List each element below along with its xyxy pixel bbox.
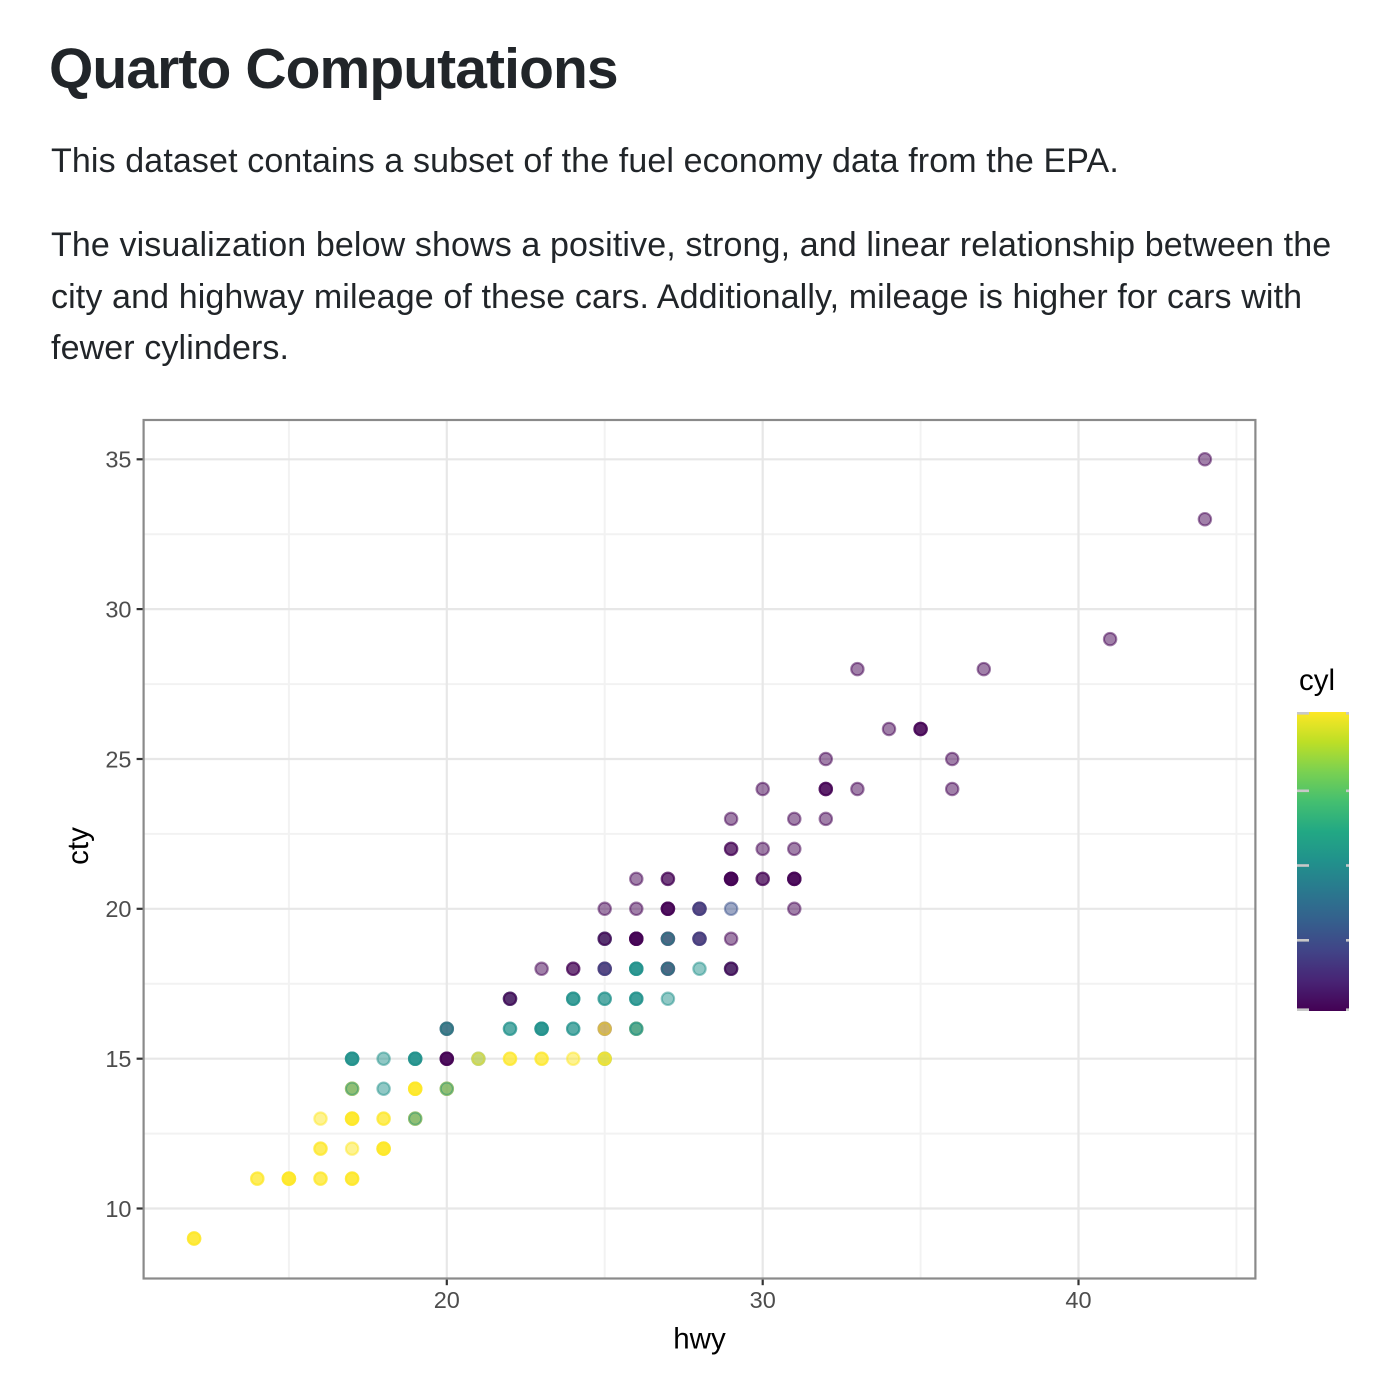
svg-text:25: 25 <box>105 746 131 772</box>
svg-text:40: 40 <box>1065 1287 1091 1313</box>
svg-text:The visualization below shows: The visualization below shows a positive… <box>51 226 1331 264</box>
svg-text:cty: cty <box>62 827 95 865</box>
svg-text:30: 30 <box>105 597 131 623</box>
svg-text:This dataset contains a subset: This dataset contains a subset of the fu… <box>51 142 1119 180</box>
svg-text:30: 30 <box>750 1287 776 1313</box>
svg-text:fewer cylinders.: fewer cylinders. <box>51 329 289 367</box>
svg-text:hwy: hwy <box>673 1323 726 1356</box>
svg-text:20: 20 <box>105 896 131 922</box>
svg-text:city and highway mileage of th: city and highway mileage of these cars. … <box>51 278 1302 316</box>
svg-text:Quarto Computations: Quarto Computations <box>49 37 618 101</box>
svg-text:cyl: cyl <box>1299 664 1335 697</box>
svg-text:35: 35 <box>105 447 131 473</box>
svg-text:10: 10 <box>105 1196 131 1222</box>
svg-text:15: 15 <box>105 1046 131 1072</box>
svg-text:20: 20 <box>434 1287 460 1313</box>
